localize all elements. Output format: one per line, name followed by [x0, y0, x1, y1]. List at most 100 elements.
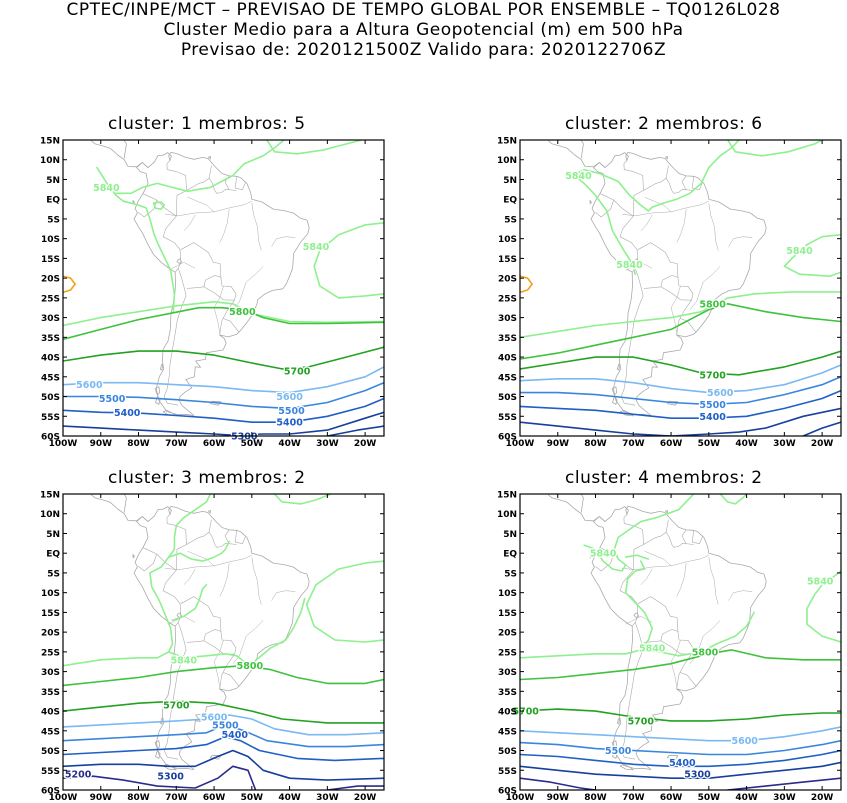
contour-label: 5840: [639, 643, 666, 654]
contour-label: 5600: [76, 380, 103, 391]
country-border: [637, 596, 679, 643]
contour-line: [63, 664, 384, 687]
river: [187, 196, 215, 213]
panel-4-title: cluster: 4 membros: 2: [565, 468, 763, 488]
lon-tick-label: 90W: [90, 439, 113, 449]
contour-label: 5700: [628, 716, 655, 727]
country-border: [224, 529, 230, 545]
contour-label: 5840: [807, 576, 834, 587]
country-border: [208, 519, 237, 548]
island: [619, 409, 634, 417]
contour-line: [806, 570, 841, 643]
contour-label: 5200: [65, 770, 92, 781]
contour-line: [640, 611, 755, 657]
contour-line: [520, 389, 841, 419]
header-line-1: CPTEC/INPE/MCT – PREVISAO DE TEMPO GLOBA…: [66, 0, 781, 20]
contour-label: 5400: [669, 758, 696, 769]
panel-1-title: cluster: 1 membros: 5: [108, 114, 306, 134]
river: [232, 620, 264, 664]
country-border: [637, 242, 679, 289]
country-border: [665, 519, 694, 548]
central-america-coastline: [548, 140, 606, 168]
contour-label: 5840: [171, 655, 198, 666]
lon-tick-label: 90W: [547, 439, 570, 449]
island: [589, 200, 592, 205]
contour-line: [568, 170, 636, 275]
contour-label: 5840: [590, 549, 617, 560]
contour-line: [520, 726, 841, 742]
island: [665, 156, 669, 160]
lake: [633, 612, 639, 618]
lon-tick-label: 80W: [584, 793, 607, 803]
river: [640, 568, 653, 585]
contour-label: 5300: [684, 770, 711, 781]
lat-tick-label: 25S: [498, 294, 517, 304]
lat-tick-label: 40S: [41, 354, 60, 364]
contour-line: [520, 303, 841, 360]
coastline-layer: [91, 494, 310, 771]
country-border: [186, 178, 210, 191]
river: [232, 266, 264, 310]
island: [617, 717, 621, 725]
river: [164, 554, 252, 571]
contour-line: [63, 411, 384, 436]
lat-tick-label: EQ: [46, 196, 60, 206]
country-border: [208, 165, 237, 194]
lat-tick-label: 55S: [498, 413, 517, 423]
contour-line: [115, 140, 285, 195]
lon-tick-label: 20W: [354, 439, 377, 449]
lon-tick-label: 30W: [773, 793, 796, 803]
island: [589, 554, 592, 559]
contour-label: 5700: [284, 366, 311, 377]
river: [676, 209, 687, 243]
panel-2-title: cluster: 2 membros: 6: [565, 114, 763, 134]
contour-line: [520, 708, 841, 722]
contour-label: 5500: [605, 746, 632, 757]
island: [619, 763, 634, 771]
lon-tick-label: 70W: [622, 793, 645, 803]
contour-line: [96, 166, 176, 313]
lat-tick-label: 15N: [497, 137, 517, 147]
contour-label: 5500: [212, 720, 239, 731]
island: [612, 396, 618, 405]
river: [644, 196, 672, 213]
lat-tick-label: 55S: [41, 413, 60, 423]
lat-tick-label: 30S: [498, 314, 517, 324]
river: [219, 209, 230, 243]
contour-line: [63, 714, 384, 736]
lon-tick-label: 80W: [584, 439, 607, 449]
lon-tick-label: 60W: [660, 439, 683, 449]
axis-labels: 15N10N5NEQ5S10S15S20S25S30S35S40S45S50S5…: [497, 491, 841, 803]
contour-label: 5600: [201, 713, 228, 724]
contour-label: 5800: [692, 647, 719, 658]
country-border: [681, 175, 687, 191]
map-panel-1: 5840584058005700560056005500550054005400…: [40, 137, 385, 449]
river: [187, 550, 215, 567]
contour-line: [326, 785, 384, 790]
river: [213, 285, 224, 336]
contour-line: [63, 765, 257, 790]
river: [213, 639, 224, 690]
lon-tick-label: 30W: [316, 793, 339, 803]
lon-tick-label: 50W: [698, 439, 721, 449]
lat-tick-label: 10S: [498, 235, 517, 245]
contour-label: 5400: [699, 412, 726, 423]
contour-line: [63, 366, 384, 394]
contour-line: [171, 584, 208, 622]
map-frame: [62, 493, 385, 791]
map-frame: [519, 139, 842, 437]
contour-line: [167, 597, 306, 665]
contour-line: [152, 201, 165, 210]
lat-tick-label: 60S: [41, 787, 60, 797]
contour-line: [719, 494, 748, 505]
contour-layer: [520, 140, 841, 436]
river: [621, 554, 709, 571]
lat-tick-label: 5S: [47, 569, 60, 579]
contour-line: [520, 777, 597, 790]
lat-tick-label: 45S: [41, 727, 60, 737]
river: [644, 550, 672, 567]
country-border: [595, 547, 614, 572]
lat-tick-label: 25S: [41, 294, 60, 304]
lat-tick-label: 5S: [504, 569, 517, 579]
lat-tick-label: 40S: [498, 708, 517, 718]
